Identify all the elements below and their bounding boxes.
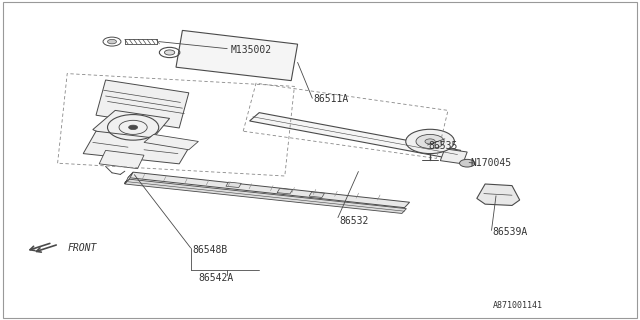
Polygon shape [125,172,133,184]
Text: A871001141: A871001141 [493,301,543,310]
Polygon shape [277,188,292,194]
Polygon shape [176,30,298,81]
Polygon shape [440,149,467,164]
Polygon shape [96,80,189,128]
Text: 86532: 86532 [339,216,369,226]
Polygon shape [226,182,241,188]
Polygon shape [125,179,406,213]
Text: FRONT: FRONT [67,243,97,253]
Text: 86539A: 86539A [493,227,528,237]
Polygon shape [477,184,520,205]
Text: M135002: M135002 [230,44,271,55]
Circle shape [406,129,454,154]
Circle shape [416,134,444,148]
Polygon shape [250,113,461,159]
Text: 86548B: 86548B [192,244,227,255]
Text: 86542A: 86542A [198,273,234,284]
Circle shape [108,39,116,44]
Polygon shape [128,172,410,208]
Polygon shape [144,134,198,150]
Circle shape [460,159,475,167]
Text: N170045: N170045 [470,158,511,168]
Polygon shape [309,192,324,197]
Circle shape [129,125,138,130]
Polygon shape [93,110,170,144]
Polygon shape [83,131,192,164]
Circle shape [164,50,175,55]
Polygon shape [99,150,144,169]
Text: 86535: 86535 [429,140,458,151]
Circle shape [425,139,435,144]
Text: 86511A: 86511A [314,94,349,104]
